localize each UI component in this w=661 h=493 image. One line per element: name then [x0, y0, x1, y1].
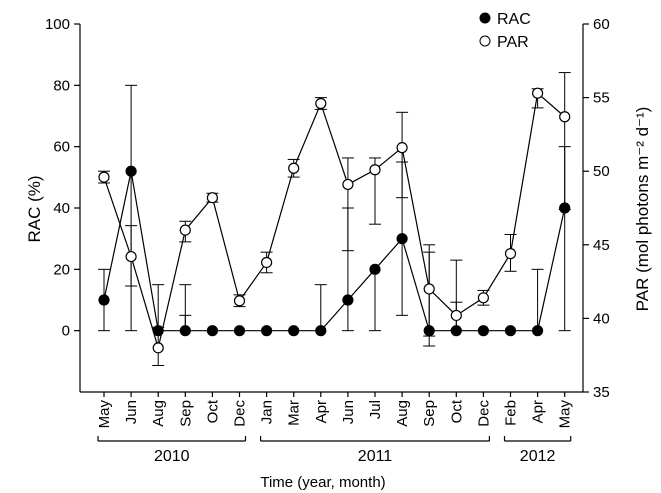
year-label: 2010	[154, 448, 190, 465]
x-tick-label: Jun	[123, 400, 140, 424]
x-tick-label: Feb	[503, 400, 520, 426]
par-point	[342, 178, 354, 191]
x-tick-label: Mar	[286, 400, 303, 426]
par-point	[152, 342, 164, 354]
axes: 0 20 40 60 80 100 35 40 45 50 55 60 May Jun Aug Sep Oct D…	[45, 16, 610, 428]
y-right-tick-label: 55	[593, 90, 610, 107]
y-left-tick-label: 80	[53, 77, 70, 94]
error-bars	[98, 72, 571, 367]
par-point	[125, 250, 137, 263]
par-point	[423, 283, 435, 295]
legend-rac-label: RAC	[497, 11, 531, 28]
rac-point	[179, 325, 191, 337]
rac-point	[261, 325, 273, 337]
y-left-tick-label: 20	[53, 261, 70, 278]
par-point	[233, 295, 246, 307]
rac-point	[206, 325, 218, 337]
x-tick-label: Aug	[394, 400, 411, 427]
legend-par-marker	[479, 35, 491, 47]
y-left-axis-title: RAC (%)	[25, 175, 44, 242]
rac-point	[98, 294, 110, 306]
par-point	[396, 142, 408, 154]
legend: RAC PAR	[479, 11, 531, 51]
y-left-tick-label: 100	[45, 16, 70, 33]
rac-point	[125, 165, 137, 177]
x-tick-label: Dec	[475, 400, 492, 427]
legend-par-label: PAR	[497, 34, 529, 51]
rac-point	[315, 325, 327, 337]
par-point	[98, 171, 110, 183]
rac-point	[342, 294, 354, 306]
series-markers	[98, 87, 571, 354]
rac-point	[423, 325, 435, 337]
rac-point	[369, 263, 381, 275]
y-right-axis-title: PAR (mol photons m⁻² d⁻¹)	[633, 107, 652, 312]
rac-point	[504, 325, 517, 337]
y-right-tick-label: 60	[593, 16, 610, 33]
year-groups: 2010 2011 2012	[97, 436, 572, 465]
x-tick-label: Aug	[150, 400, 167, 427]
y-right-tick-label: 35	[593, 384, 610, 401]
par-point	[559, 111, 571, 123]
x-tick-label: Oct	[204, 399, 221, 423]
year-label: 2012	[520, 448, 556, 465]
par-point	[369, 164, 381, 176]
x-tick-label: May	[96, 400, 113, 429]
x-tick-label: Apr	[530, 400, 547, 423]
x-tick-label: Sep	[421, 400, 438, 427]
par-point	[531, 87, 544, 99]
rac-point	[531, 325, 544, 337]
par-point	[179, 224, 191, 236]
x-tick-label: Jul	[367, 400, 384, 419]
series-lines	[103, 92, 566, 351]
rac-point	[233, 325, 246, 337]
rac-point	[288, 325, 300, 337]
x-tick-label: Dec	[232, 400, 249, 427]
rac-point	[396, 233, 408, 245]
par-line	[103, 92, 566, 351]
y-right-tick-label: 45	[593, 237, 610, 254]
par-point	[477, 292, 489, 304]
rac-line	[103, 171, 566, 332]
year-label: 2011	[358, 448, 393, 465]
par-point	[450, 309, 462, 322]
y-left-tick-label: 40	[53, 200, 70, 217]
par-point	[288, 162, 300, 174]
y-right-tick-label: 40	[593, 310, 610, 327]
rac-point	[559, 202, 571, 214]
x-axis-title: Time (year, month)	[260, 474, 385, 491]
y-left-tick-label: 0	[62, 323, 70, 340]
x-tick-label: Jun	[340, 400, 357, 424]
par-point	[206, 192, 218, 204]
y-right-tick-label: 50	[593, 163, 610, 180]
par-point	[315, 97, 327, 110]
rac-point	[477, 325, 489, 337]
rac-point	[152, 325, 164, 337]
rac-point	[450, 325, 462, 337]
x-tick-label: Jan	[259, 400, 276, 424]
par-point	[261, 256, 273, 269]
x-tick-label: Apr	[313, 400, 330, 423]
x-tick-label: Sep	[177, 400, 194, 427]
x-tick-label: Oct	[448, 399, 465, 423]
x-tick-label: May	[557, 400, 574, 429]
y-left-tick-label: 60	[53, 139, 70, 156]
legend-rac-marker	[479, 12, 491, 24]
par-point	[504, 248, 517, 260]
